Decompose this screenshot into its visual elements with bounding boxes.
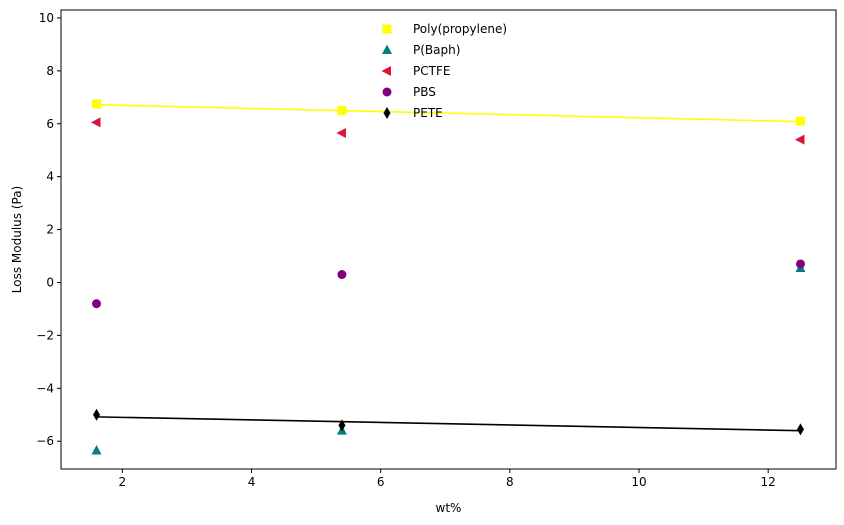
- point-pbs: [795, 259, 805, 269]
- fit-line-pete: [96, 416, 801, 432]
- point-pctfe: [794, 134, 805, 145]
- point-poly-propylene: [92, 99, 102, 109]
- x-tick-label: 2: [119, 475, 127, 489]
- legend-marker-pctfe: [381, 66, 391, 76]
- y-tick-label: 4: [46, 170, 54, 184]
- legend-label-poly-propylene: Poly(propylene): [413, 22, 507, 36]
- x-tick-label: 10: [631, 475, 646, 489]
- y-tick-label: −2: [36, 328, 54, 342]
- y-tick-label: 8: [46, 64, 54, 78]
- point-pete: [338, 419, 346, 432]
- point-pbs: [337, 270, 347, 280]
- y-tick-label: 2: [46, 223, 54, 237]
- x-axis-ticks: 2 4 6 8 10 12: [119, 469, 776, 489]
- fit-line-poly-propylene-: [96, 103, 801, 123]
- y-tick-label: 10: [39, 11, 54, 25]
- fit-lines: [96, 103, 801, 432]
- y-axis-label: Loss Modulus (Pa): [10, 186, 24, 293]
- x-tick-label: 8: [506, 475, 514, 489]
- point-pctfe: [91, 117, 101, 128]
- legend-marker-p-baph: [382, 44, 392, 54]
- legend-marker-pbs: [382, 87, 392, 97]
- point-poly-propylene: [337, 106, 347, 116]
- point-pete: [93, 408, 101, 421]
- data-markers: [91, 99, 806, 455]
- x-tick-label: 4: [248, 475, 256, 489]
- x-tick-label: 12: [761, 475, 776, 489]
- x-axis-label: wt%: [436, 501, 462, 515]
- legend: Poly(propylene) P(Baph) PCTFE PBS PETE: [381, 22, 507, 120]
- legend-marker-pete: [383, 107, 391, 119]
- y-tick-label: −6: [36, 434, 54, 448]
- legend-label-pete: PETE: [413, 106, 443, 120]
- y-tick-label: 0: [46, 275, 54, 289]
- x-tick-label: 6: [377, 475, 385, 489]
- point-p-baph: [91, 444, 102, 455]
- point-poly-propylene: [795, 116, 805, 126]
- point-pctfe: [336, 128, 346, 139]
- y-tick-label: −4: [36, 381, 54, 395]
- legend-label-p-baph: P(Baph): [413, 43, 460, 57]
- y-tick-label: 6: [46, 117, 54, 131]
- point-pbs: [92, 299, 102, 309]
- point-pete: [796, 423, 804, 436]
- legend-marker-poly-propylene: [382, 24, 392, 34]
- y-axis-ticks: −6 −4 −2 0 2 4 6 8 10: [36, 11, 61, 448]
- legend-label-pbs: PBS: [413, 85, 436, 99]
- legend-label-pctfe: PCTFE: [413, 64, 450, 78]
- axes-frame: [60, 9, 837, 470]
